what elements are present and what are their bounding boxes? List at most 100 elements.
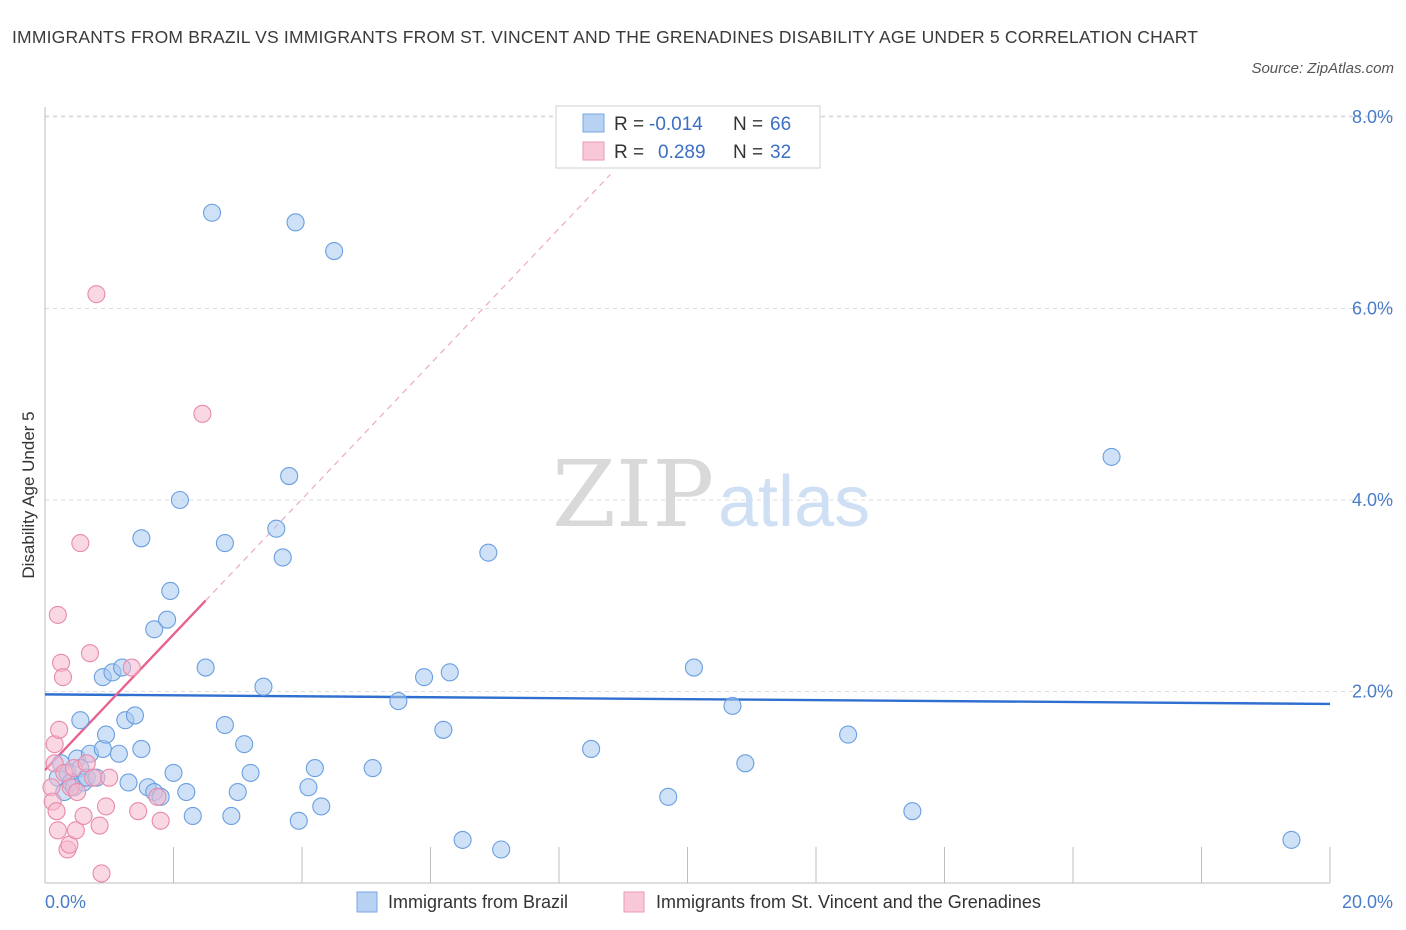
chart-title: IMMIGRANTS FROM BRAZIL VS IMMIGRANTS FRO… <box>12 27 1199 47</box>
point-brazil-32 <box>177 782 196 802</box>
point-svg-5 <box>48 821 67 840</box>
point-svg-4 <box>47 802 66 821</box>
point-svg-29 <box>151 811 170 830</box>
point-brazil-54 <box>415 668 434 687</box>
point-brazil-67 <box>1102 447 1121 466</box>
point-svg-15 <box>66 821 85 840</box>
point-brazil-65 <box>839 725 858 744</box>
series-legend-swatch-brazil <box>356 891 378 913</box>
point-brazil-59 <box>492 840 511 859</box>
y-tick-label-1: 4.0% <box>1352 490 1393 510</box>
point-brazil-41 <box>241 763 260 782</box>
point-svg-30 <box>193 404 212 423</box>
point-brazil-63 <box>723 696 742 715</box>
series-legend-swatch-svg <box>623 891 645 913</box>
point-brazil-62 <box>684 658 703 677</box>
legend-r-label-brazil: R = <box>614 114 644 135</box>
point-brazil-39 <box>228 782 247 802</box>
point-brazil-52 <box>363 759 382 778</box>
legend-n-value-svg: 32 <box>770 142 791 163</box>
point-brazil-27 <box>145 620 164 639</box>
trend-line-svg-extension <box>205 174 611 601</box>
point-brazil-64 <box>736 754 755 773</box>
point-brazil-30 <box>164 763 183 782</box>
point-brazil-40 <box>235 735 254 754</box>
point-brazil-37 <box>215 715 234 735</box>
point-brazil-43 <box>267 519 286 538</box>
y-tick-label-2: 6.0% <box>1352 299 1393 319</box>
point-brazil-45 <box>280 467 299 486</box>
y-tick-label-3: 8.0% <box>1352 107 1393 127</box>
point-svg-7 <box>50 720 69 739</box>
series-legend: Immigrants from Brazil Immigrants from S… <box>356 891 1041 913</box>
point-svg-6 <box>48 605 67 624</box>
point-svg-28 <box>129 802 148 821</box>
watermark-zip: ZIP <box>552 441 714 548</box>
point-brazil-35 <box>203 203 222 222</box>
point-brazil-57 <box>453 830 472 849</box>
point-svg-22 <box>87 285 106 304</box>
y-tick-label-0: 2.0% <box>1352 682 1393 702</box>
point-brazil-17 <box>109 744 128 763</box>
point-brazil-21 <box>125 706 144 725</box>
point-brazil-68 <box>1282 830 1301 849</box>
point-brazil-66 <box>903 802 922 821</box>
point-brazil-42 <box>254 677 273 696</box>
point-svg-16 <box>68 782 87 802</box>
legend-n-label-svg: N = <box>733 142 763 163</box>
axes <box>44 107 1331 884</box>
point-brazil-53 <box>389 692 408 711</box>
legend-n-label-brazil: N = <box>733 114 763 135</box>
point-brazil-55 <box>434 720 453 739</box>
point-svg-20 <box>80 644 100 663</box>
point-brazil-58 <box>479 543 498 562</box>
point-svg-17 <box>71 534 90 553</box>
point-brazil-29 <box>161 581 180 601</box>
legend-n-value-brazil: 66 <box>770 114 791 135</box>
point-brazil-44 <box>273 548 292 567</box>
point-brazil-38 <box>222 806 241 826</box>
point-brazil-60 <box>582 739 601 759</box>
point-brazil-56 <box>440 663 459 682</box>
point-brazil-34 <box>196 658 215 677</box>
point-svg-25 <box>96 797 116 816</box>
trend-line-svg <box>44 599 207 771</box>
legend-swatch-brazil <box>582 113 605 133</box>
grid-lines <box>45 115 1395 692</box>
y-tick-labels: 2.0% 4.0% 6.0% 8.0% <box>1352 107 1393 702</box>
point-brazil-36 <box>215 534 234 553</box>
point-brazil-33 <box>183 806 202 826</box>
point-brazil-46 <box>286 213 305 232</box>
point-brazil-20 <box>119 773 138 792</box>
point-brazil-50 <box>312 797 331 816</box>
point-brazil-9 <box>71 711 90 730</box>
point-brazil-61 <box>659 787 678 806</box>
series-legend-label-svg: Immigrants from St. Vincent and the Gren… <box>656 892 1041 912</box>
point-brazil-14 <box>96 725 116 744</box>
point-svg-27 <box>122 658 141 677</box>
series-legend-label-brazil: Immigrants from Brazil <box>388 892 568 912</box>
point-brazil-47 <box>289 811 308 830</box>
point-svg-24 <box>92 864 111 883</box>
legend-r-label-svg: R = <box>614 142 644 163</box>
point-brazil-51 <box>325 242 344 261</box>
correlation-legend: R = -0.014 N = 66 R = 0.289 N = 32 <box>555 105 821 169</box>
trend-lines <box>44 174 1331 771</box>
data-points <box>42 203 1301 883</box>
point-brazil-22 <box>132 739 151 759</box>
point-brazil-26 <box>132 529 151 548</box>
legend-r-value-svg: 0.289 <box>658 142 706 163</box>
point-brazil-31 <box>170 490 189 510</box>
point-brazil-49 <box>305 759 324 778</box>
source-note: Source: ZipAtlas.com <box>1251 60 1394 77</box>
point-brazil-28 <box>158 610 177 629</box>
watermark-atlas: atlas <box>718 462 870 542</box>
point-svg-21 <box>84 768 103 787</box>
trend-line-brazil <box>44 693 1331 706</box>
legend-swatch-svg <box>582 141 605 161</box>
y-axis-label: Disability Age Under 5 <box>19 411 38 578</box>
point-svg-26 <box>100 768 119 787</box>
point-svg-18 <box>74 806 93 826</box>
point-svg-9 <box>53 668 73 687</box>
